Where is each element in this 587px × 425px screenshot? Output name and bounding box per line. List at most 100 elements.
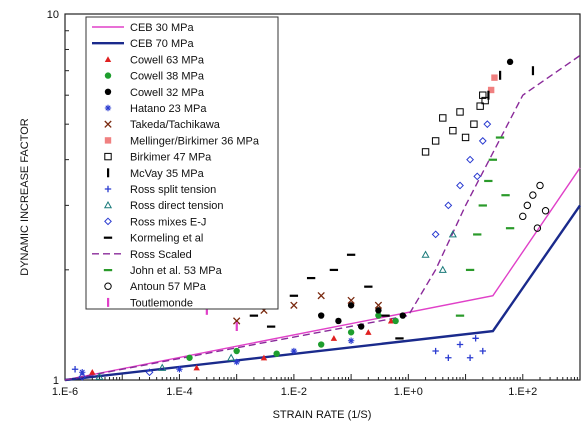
data-point-cowell-63-mpa [365, 329, 372, 335]
legend-swatch-antoun-57-mpa [104, 282, 112, 290]
data-point-john-et-al-53-mpa [488, 158, 498, 161]
data-point-ross-mixes-e-j [456, 181, 464, 190]
data-point-cowell-38-mpa [273, 350, 280, 357]
data-point-antoun-57-mpa [523, 201, 532, 210]
data-point-birkimer-47-mpa [421, 148, 430, 156]
data-point-birkimer-47-mpa [470, 120, 478, 128]
legend-swatch-mellinger-birkimer-36-mpa [104, 137, 112, 144]
data-point-john-et-al-53-mpa [473, 233, 482, 236]
y-tick-label: 10 [47, 9, 59, 21]
data-point-kormeling-et-al [289, 294, 299, 297]
legend-label-ceb-70-mpa: CEB 70 MPa [130, 38, 194, 50]
legend-swatch-cowell-63-mpa [104, 56, 112, 62]
data-point-ross-mixes-e-j [478, 137, 487, 145]
data-point-kormeling-et-al [249, 314, 259, 317]
data-point-toutlemonde [235, 322, 238, 331]
data-point-takeda-tachikawa [374, 301, 383, 309]
data-point-ross-split-tension [456, 341, 464, 348]
data-point-birkimer-47-mpa [439, 114, 447, 122]
data-point-birkimer-47-mpa [481, 96, 489, 105]
data-point-cowell-38-mpa [392, 317, 399, 325]
legend-swatch-hatano-23-mpa [104, 104, 112, 112]
data-point-ross-direct-tension [438, 265, 447, 273]
x-tick-label: 1.E+0 [394, 386, 423, 398]
legend-label-ceb-30-mpa: CEB 30 MPa [130, 22, 194, 34]
data-point-kormeling-et-al [266, 325, 276, 328]
legend-label-ross-split-tension: Ross split tension [130, 184, 216, 196]
x-axis-label: STRAIN RATE (1/S) [273, 409, 372, 421]
data-point-birkimer-47-mpa [449, 126, 457, 135]
data-point-ross-direct-tension [158, 363, 167, 371]
data-point-ross-direct-tension [95, 372, 104, 380]
data-point-ross-mixes-e-j [444, 201, 453, 210]
legend-label-mcvay-35-mpa: McVay 35 MPa [130, 168, 205, 180]
data-point-ross-direct-tension [227, 353, 236, 361]
data-point-cowell-32-mpa [399, 312, 406, 319]
data-point-cowell-38-mpa [317, 341, 325, 348]
data-point-hatano-23-mpa [347, 337, 355, 344]
data-point-ross-split-tension [445, 354, 452, 361]
data-point-john-et-al-53-mpa [495, 136, 505, 139]
data-point-john-et-al-53-mpa [501, 194, 510, 197]
data-point-ross-mixes-e-j [473, 172, 482, 181]
x-tick-label: 1.E-6 [52, 386, 78, 398]
data-point-kormeling-et-al [395, 337, 404, 340]
data-point-cowell-38-mpa [375, 312, 382, 319]
legend-swatch-ross-direct-tension [103, 200, 113, 209]
data-point-kormeling-et-al [381, 314, 390, 317]
legend-label-cowell-32-mpa: Cowell 32 MPa [130, 87, 205, 99]
legend-label-birkimer-47-mpa: Birkimer 47 MPa [130, 152, 212, 164]
legend-swatch-ross-mixes-e-j [104, 217, 112, 226]
data-point-ross-mixes-e-j [483, 120, 492, 129]
legend-label-kormeling-et-al: Kormeling et al [130, 233, 203, 245]
data-point-antoun-57-mpa [529, 191, 537, 199]
legend-label-toutlemonde: Toutlemonde [130, 297, 193, 309]
data-point-cowell-63-mpa [330, 335, 338, 341]
legend-label-hatano-23-mpa: Hatano 23 MPa [130, 103, 207, 115]
legend-swatch-takeda-tachikawa [104, 120, 112, 128]
data-point-mcvay-35-mpa [487, 90, 490, 100]
data-point-birkimer-47-mpa [476, 102, 484, 110]
legend-box [85, 16, 279, 310]
data-point-hatano-23-mpa [79, 369, 86, 376]
data-point-cowell-32-mpa [357, 323, 365, 330]
legend-swatch-toutlemonde [107, 297, 110, 307]
data-point-ross-split-tension [432, 347, 439, 355]
data-point-cowell-32-mpa [317, 312, 325, 319]
legend: CEB 30 MPa CEB 70 MPa Cowell 63 MPa Cowell … [85, 16, 279, 310]
legend-swatch-cowell-32-mpa [104, 88, 112, 96]
data-point-ross-mixes-e-j [78, 372, 87, 381]
data-point-ross-mixes-e-j [145, 368, 154, 377]
legend-swatch-cowell-38-mpa [104, 72, 112, 79]
data-point-kormeling-et-al [306, 276, 316, 280]
legend-swatch-john-et-al-53-mpa [103, 269, 113, 272]
data-point-mcvay-35-mpa [531, 66, 535, 76]
x-tick-labels: 1.E-6 1.E-4 1.E-2 1.E+0 1.E+2 [52, 386, 537, 398]
data-point-antoun-57-mpa [519, 212, 527, 221]
legend-label-ross-scaled: Ross Scaled [130, 249, 192, 261]
series-line-ceb-70-mpa [64, 204, 581, 382]
data-point-ross-split-tension [466, 354, 474, 361]
data-point-cowell-38-mpa [347, 329, 355, 336]
y-axis-label: DYNAMIC INCREASE FACTOR [19, 118, 31, 276]
data-point-ross-split-tension [71, 366, 79, 373]
legend-swatch-mcvay-35-mpa [107, 168, 110, 178]
data-point-hatano-23-mpa [290, 347, 298, 355]
data-point-hatano-23-mpa [233, 358, 240, 366]
data-point-ross-split-tension [472, 335, 479, 342]
series-line-ross-scaled [64, 54, 581, 381]
x-tick-label: 1.E-2 [281, 386, 307, 398]
series-lines [64, 54, 581, 382]
data-point-john-et-al-53-mpa [505, 227, 515, 230]
legend-swatch-ross-split-tension [104, 185, 112, 193]
x-tick-label: 1.E-4 [166, 386, 192, 398]
data-point-cowell-32-mpa [506, 58, 514, 66]
legend-label-cowell-38-mpa: Cowell 38 MPa [130, 71, 205, 83]
legend-label-ross-mixes-e-j: Ross mixes E-J [130, 216, 206, 228]
data-point-cowell-63-mpa [89, 369, 96, 375]
data-point-ross-direct-tension [421, 250, 430, 258]
data-point-antoun-57-mpa [536, 181, 544, 190]
legend-swatch-birkimer-47-mpa [104, 152, 112, 161]
data-point-cowell-32-mpa [335, 317, 342, 325]
